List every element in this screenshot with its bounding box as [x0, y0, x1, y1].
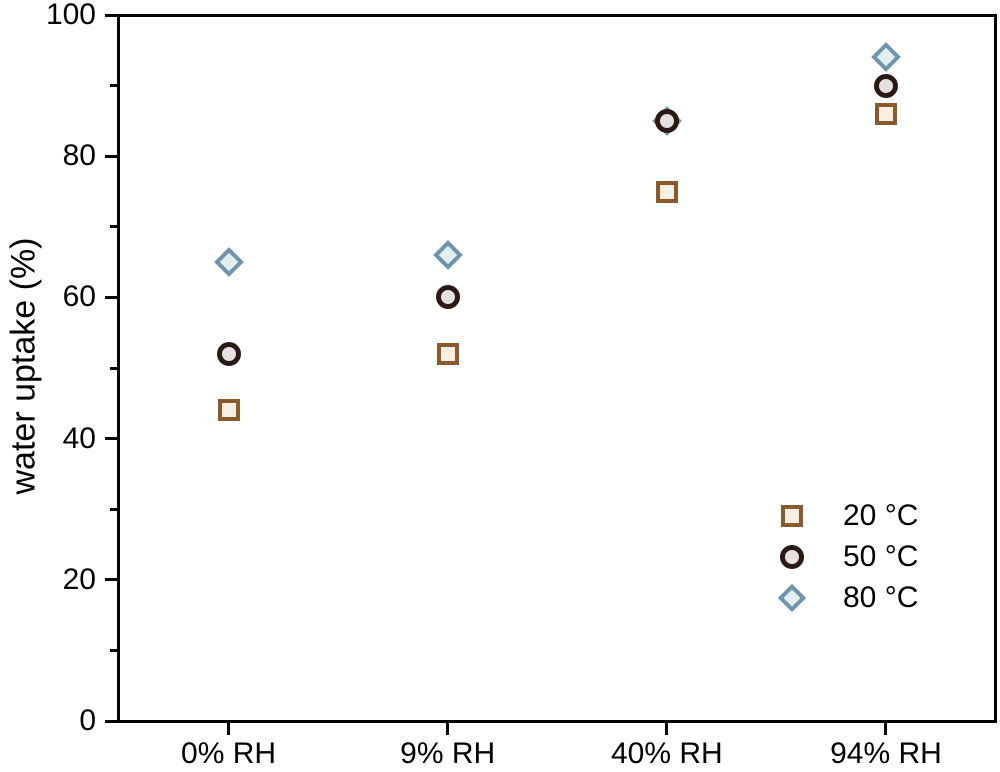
legend-marker-cell [768, 583, 816, 612]
legend-label: 20 °C [843, 498, 919, 532]
x-tick [227, 722, 231, 735]
y-tick-label: 100 [45, 0, 96, 31]
data-point-circle [216, 341, 241, 366]
legend-marker-cell [768, 544, 816, 569]
legend-square-icon [781, 504, 803, 527]
y-major-tick [105, 295, 118, 299]
legend-item: 20 °C [768, 495, 918, 536]
data-point-square [655, 180, 678, 203]
y-tick-label: 20 [62, 562, 96, 596]
data-point-square [874, 102, 897, 125]
y-major-tick [105, 719, 118, 723]
data-point-circle [873, 73, 898, 98]
x-tick-label: 0% RH [181, 737, 277, 770]
data-point-square [436, 342, 459, 365]
y-minor-tick [110, 648, 118, 652]
x-tick [665, 722, 669, 735]
legend: 20 °C 50 °C 80 °C [768, 495, 918, 618]
plot-area-frame [117, 14, 997, 723]
y-minor-tick [110, 225, 118, 229]
x-tick-label: 9% RH [400, 737, 496, 770]
y-major-tick [105, 154, 118, 158]
y-major-tick [105, 13, 118, 17]
legend-item: 80 °C [768, 577, 918, 618]
legend-diamond-icon [777, 583, 807, 612]
y-major-tick [105, 437, 118, 441]
y-minor-tick [110, 84, 118, 88]
x-tick [884, 722, 888, 735]
data-point-circle [654, 108, 679, 133]
y-tick-label: 40 [62, 421, 96, 455]
legend-circle-icon [780, 544, 804, 569]
y-axis-label: water uptake (%) [4, 237, 43, 495]
x-tick-label: 40% RH [610, 737, 723, 770]
y-tick-label: 0 [79, 704, 96, 737]
x-tick-label: 94% RH [830, 737, 942, 770]
data-point-circle [435, 285, 460, 310]
y-tick-label: 60 [62, 280, 96, 314]
data-point-square [217, 399, 240, 422]
legend-label: 80 °C [843, 580, 919, 614]
legend-marker-cell [768, 504, 816, 527]
y-tick-label: 80 [62, 139, 96, 173]
x-tick [446, 722, 450, 735]
y-minor-tick [110, 507, 118, 511]
y-minor-tick [110, 366, 118, 370]
y-major-tick [105, 578, 118, 582]
legend-item: 50 °C [768, 536, 918, 577]
legend-label: 50 °C [843, 539, 919, 573]
